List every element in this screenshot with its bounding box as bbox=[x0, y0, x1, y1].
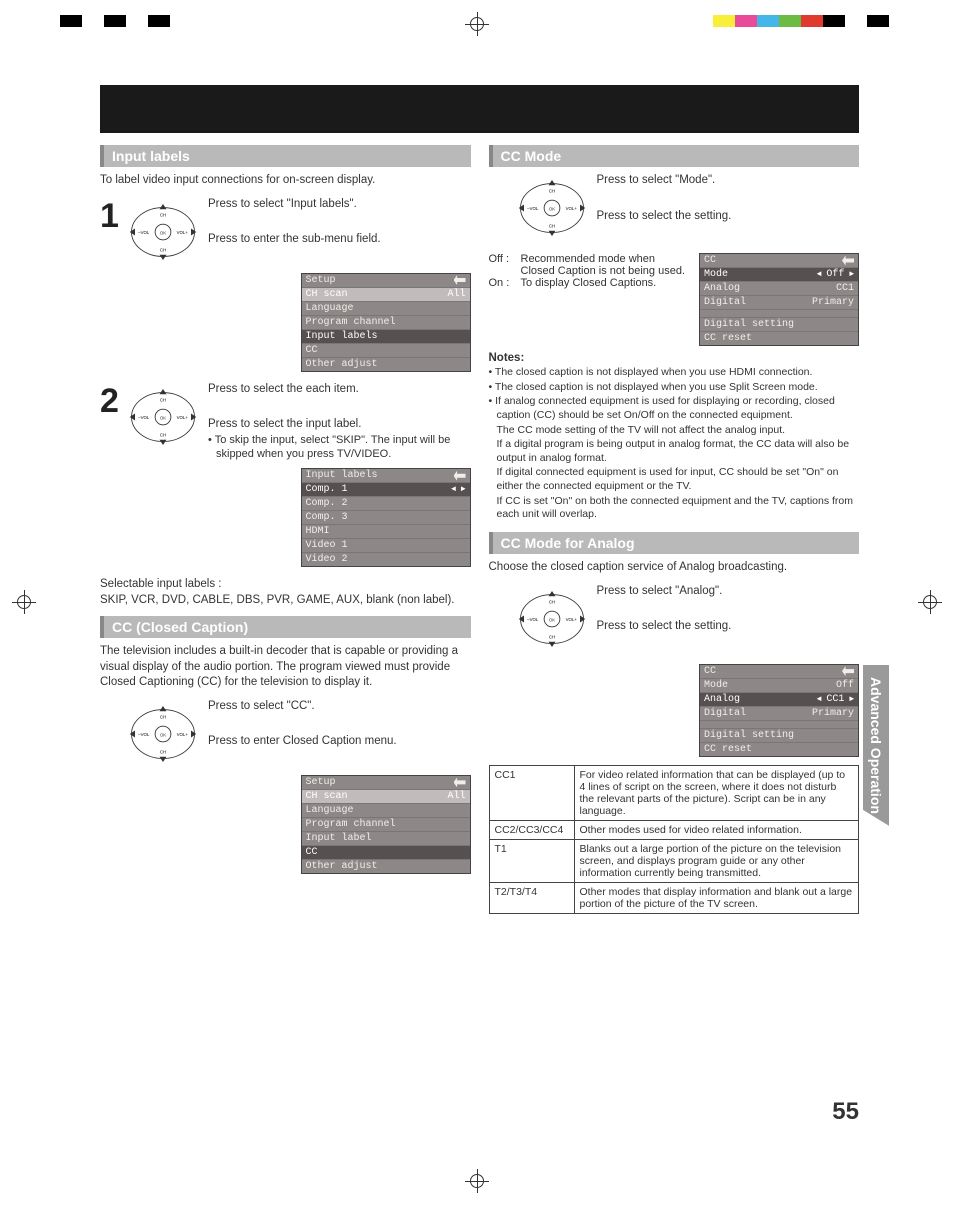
step-number: 1 bbox=[100, 197, 119, 236]
page: Input labels To label video input connec… bbox=[100, 85, 859, 1120]
registration-mark bbox=[918, 590, 942, 614]
instruction: Press to select the setting. bbox=[597, 619, 860, 635]
step-number: 2 bbox=[100, 382, 119, 421]
osd-cc-analog: CCModeOffAnalogCC1DigitalPrimaryDigital … bbox=[699, 664, 859, 757]
osd-setup: SetupCH scanAllLanguageProgram channelIn… bbox=[301, 273, 471, 372]
registration-mark bbox=[465, 1169, 489, 1193]
remote-dpad-icon: OK CH CH –VOL VOL+ bbox=[128, 197, 198, 267]
step-1: 1 OK CH CH –VOL VOL+ Press to select "In… bbox=[100, 197, 471, 372]
svg-text:–VOL: –VOL bbox=[138, 732, 150, 737]
svg-text:VOL+: VOL+ bbox=[565, 206, 577, 211]
page-number: 55 bbox=[832, 1098, 859, 1126]
step-2: 2 OK CH CH –VOL VOL+ Press to select the… bbox=[100, 382, 471, 568]
section-cc-analog: CC Mode for Analog bbox=[489, 532, 860, 554]
step-analog: OK CH CH –VOL VOL+ Press to select "Anal… bbox=[489, 584, 860, 654]
instruction-note: • To skip the input, select "SKIP". The … bbox=[208, 433, 471, 463]
left-column: Input labels To label video input connec… bbox=[100, 145, 471, 914]
side-tab: Advanced Operation bbox=[863, 665, 889, 826]
intro-text: The television includes a built-in decod… bbox=[100, 644, 471, 691]
instruction: Press to select the input label. bbox=[208, 417, 471, 433]
svg-text:VOL+: VOL+ bbox=[177, 229, 189, 234]
svg-text:OK: OK bbox=[160, 415, 166, 420]
color-bar-right bbox=[713, 15, 889, 27]
svg-text:OK: OK bbox=[160, 732, 166, 737]
instruction: Press to select the setting. bbox=[597, 209, 860, 225]
notes-list: The closed caption is not displayed when… bbox=[489, 366, 860, 522]
registration-mark bbox=[465, 12, 489, 36]
selectable-labels: Selectable input labels : SKIP, VCR, DVD… bbox=[100, 577, 471, 608]
svg-text:CH: CH bbox=[548, 599, 554, 604]
svg-text:VOL+: VOL+ bbox=[565, 616, 577, 621]
svg-text:CH: CH bbox=[160, 432, 166, 437]
svg-text:OK: OK bbox=[548, 207, 554, 212]
instruction: Press to enter Closed Caption menu. bbox=[208, 734, 471, 750]
header-bar bbox=[100, 85, 859, 133]
svg-text:CH: CH bbox=[548, 223, 554, 228]
registration-mark bbox=[12, 590, 36, 614]
mode-definitions: Off :Recommended mode when Closed Captio… bbox=[489, 253, 690, 289]
remote-dpad-icon: OK CH CH –VOL VOL+ bbox=[517, 173, 587, 243]
svg-text:CH: CH bbox=[548, 188, 554, 193]
intro-text: To label video input connections for on-… bbox=[100, 173, 471, 189]
instruction: Press to enter the sub-menu field. bbox=[208, 232, 471, 248]
svg-text:CH: CH bbox=[160, 749, 166, 754]
osd-setup-cc: SetupCH scanAllLanguageProgram channelIn… bbox=[301, 775, 471, 874]
remote-dpad-icon: OK CH CH –VOL VOL+ bbox=[128, 382, 198, 452]
instruction: Press to select "Input labels". bbox=[208, 197, 471, 213]
svg-text:VOL+: VOL+ bbox=[177, 732, 189, 737]
svg-text:–VOL: –VOL bbox=[138, 414, 150, 419]
svg-text:–VOL: –VOL bbox=[527, 616, 539, 621]
svg-text:VOL+: VOL+ bbox=[177, 414, 189, 419]
color-bar-left bbox=[60, 15, 170, 27]
svg-text:OK: OK bbox=[160, 230, 166, 235]
svg-text:CH: CH bbox=[160, 397, 166, 402]
step-cc: OK CH CH –VOL VOL+ Press to select "CC".… bbox=[100, 699, 471, 874]
svg-text:OK: OK bbox=[548, 617, 554, 622]
svg-text:–VOL: –VOL bbox=[138, 229, 150, 234]
step-mode: OK CH CH –VOL VOL+ Press to select "Mode… bbox=[489, 173, 860, 243]
svg-text:–VOL: –VOL bbox=[527, 206, 539, 211]
svg-text:CH: CH bbox=[160, 714, 166, 719]
notes-heading: Notes: bbox=[489, 352, 860, 364]
remote-dpad-icon: OK CH CH –VOL VOL+ bbox=[517, 584, 587, 654]
remote-dpad-icon: OK CH CH –VOL VOL+ bbox=[128, 699, 198, 769]
svg-text:CH: CH bbox=[548, 634, 554, 639]
instruction: Press to select "CC". bbox=[208, 699, 471, 715]
section-input-labels: Input labels bbox=[100, 145, 471, 167]
osd-input-labels: Input labelsComp. 1Comp. 2Comp. 3HDMIVid… bbox=[301, 468, 471, 567]
instruction: Press to select "Analog". bbox=[597, 584, 860, 600]
cc-mode-table: CC1For video related information that ca… bbox=[489, 765, 860, 914]
section-cc: CC (Closed Caption) bbox=[100, 616, 471, 638]
section-cc-mode: CC Mode bbox=[489, 145, 860, 167]
svg-text:CH: CH bbox=[160, 247, 166, 252]
intro-text: Choose the closed caption service of Ana… bbox=[489, 560, 860, 576]
right-column: CC Mode OK CH CH –VOL VOL+ Press to sele… bbox=[489, 145, 860, 914]
svg-text:CH: CH bbox=[160, 212, 166, 217]
instruction: Press to select the each item. bbox=[208, 382, 471, 398]
instruction: Press to select "Mode". bbox=[597, 173, 860, 189]
osd-cc-mode: CCModeOffAnalogCC1DigitalPrimaryDigital … bbox=[699, 253, 859, 346]
